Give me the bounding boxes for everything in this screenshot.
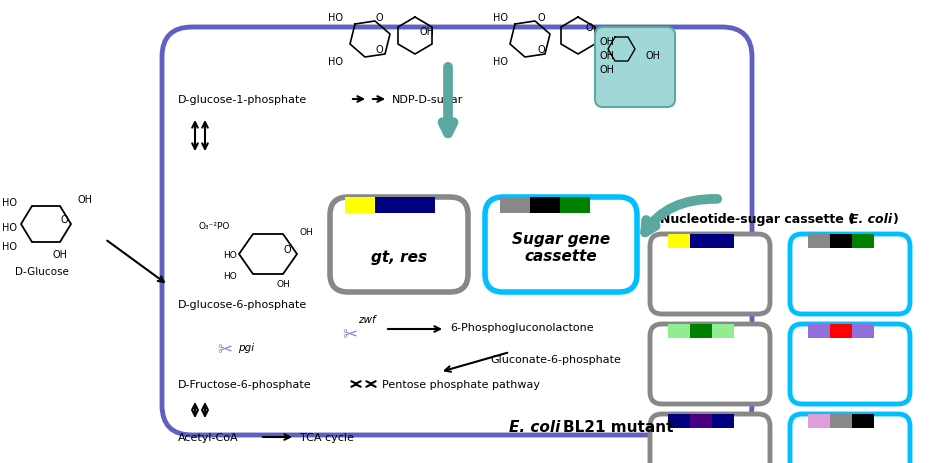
Text: HO: HO	[2, 198, 17, 207]
Text: HO: HO	[328, 57, 343, 67]
Bar	[690, 414, 712, 428]
Text: OH: OH	[300, 228, 314, 237]
FancyBboxPatch shape	[330, 198, 468, 292]
Text: ✂: ✂	[217, 340, 232, 358]
Text: OH: OH	[276, 279, 290, 288]
Text: ✂: ✂	[343, 325, 358, 343]
FancyBboxPatch shape	[650, 324, 770, 404]
Bar	[690, 324, 712, 338]
Text: OH: OH	[420, 27, 435, 37]
Text: OH: OH	[77, 194, 92, 205]
Text: BL21 mutant: BL21 mutant	[563, 419, 674, 435]
Text: Acetyl-CoA: Acetyl-CoA	[178, 432, 239, 442]
FancyBboxPatch shape	[162, 28, 752, 435]
Text: HO: HO	[224, 250, 237, 259]
Bar	[808, 234, 830, 249]
Text: ): )	[893, 213, 899, 226]
Text: zwf: zwf	[358, 314, 375, 324]
Bar	[375, 198, 405, 213]
Text: D-glucose-1-phosphate: D-glucose-1-phosphate	[178, 95, 307, 105]
Text: O: O	[375, 13, 383, 23]
Bar	[668, 234, 690, 249]
Text: Nucleotide-sugar cassette (: Nucleotide-sugar cassette (	[660, 213, 854, 226]
Bar	[690, 234, 712, 249]
Bar	[852, 414, 874, 428]
Bar	[500, 198, 530, 213]
Text: E. coli: E. coli	[850, 213, 892, 226]
Text: pgi: pgi	[238, 342, 255, 352]
Text: D-Fructose-6-phosphate: D-Fructose-6-phosphate	[178, 379, 312, 389]
Text: HO: HO	[493, 13, 508, 23]
Text: O: O	[375, 45, 383, 55]
Text: gt, res: gt, res	[371, 250, 427, 265]
Text: O: O	[585, 23, 592, 33]
Text: HO: HO	[2, 223, 17, 232]
Text: D-glucose-6-phosphate: D-glucose-6-phosphate	[178, 300, 307, 309]
Text: Gluconate-6-phosphate: Gluconate-6-phosphate	[490, 354, 621, 364]
Bar	[830, 324, 852, 338]
Bar	[830, 234, 852, 249]
Bar	[668, 324, 690, 338]
FancyBboxPatch shape	[650, 234, 770, 314]
Text: OH: OH	[600, 51, 615, 61]
Text: O₃⁻²PO: O₃⁻²PO	[198, 222, 230, 231]
FancyBboxPatch shape	[650, 414, 770, 463]
Text: Sugar gene
cassette: Sugar gene cassette	[512, 232, 610, 263]
Text: O: O	[538, 13, 546, 23]
FancyBboxPatch shape	[485, 198, 637, 292]
Bar	[668, 414, 690, 428]
FancyBboxPatch shape	[790, 414, 910, 463]
Bar	[405, 198, 435, 213]
Bar	[852, 234, 874, 249]
Bar	[712, 414, 734, 428]
Text: OH: OH	[52, 250, 67, 259]
Text: HO: HO	[2, 242, 17, 251]
Bar	[712, 324, 734, 338]
Bar	[530, 198, 560, 213]
Bar	[808, 414, 830, 428]
Text: TCA cycle: TCA cycle	[300, 432, 354, 442]
Text: OH: OH	[600, 37, 615, 47]
Text: HO: HO	[328, 13, 343, 23]
Bar	[560, 198, 590, 213]
Text: HO: HO	[224, 272, 237, 281]
Text: O: O	[538, 45, 546, 55]
Text: OH: OH	[645, 51, 660, 61]
Text: O: O	[60, 214, 67, 225]
Text: D-Glucose: D-Glucose	[15, 266, 69, 276]
Text: O: O	[284, 244, 291, 255]
Bar	[830, 414, 852, 428]
Text: NDP-D-sugar: NDP-D-sugar	[392, 95, 463, 105]
Bar	[345, 198, 375, 213]
Text: 6-Phosphogluconolactone: 6-Phosphogluconolactone	[450, 322, 593, 332]
Bar	[808, 324, 830, 338]
Text: E. coli: E. coli	[508, 419, 560, 435]
Bar	[712, 234, 734, 249]
FancyBboxPatch shape	[790, 234, 910, 314]
FancyBboxPatch shape	[790, 324, 910, 404]
Text: Pentose phosphate pathway: Pentose phosphate pathway	[382, 379, 540, 389]
FancyBboxPatch shape	[595, 28, 675, 108]
Text: HO: HO	[493, 57, 508, 67]
Bar	[852, 324, 874, 338]
Text: OH: OH	[600, 65, 615, 75]
